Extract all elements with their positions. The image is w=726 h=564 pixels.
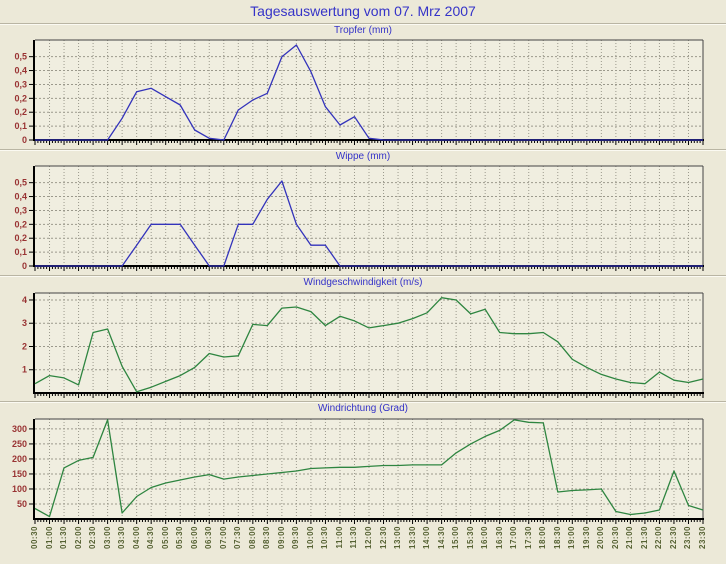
x-axis-label: 21:00 [625,526,635,549]
x-axis-label: 17:00 [509,526,519,549]
x-axis-label: 16:00 [480,526,490,549]
chart-title-windgeschwindigkeit: Windgeschwindigkeit (m/s) [303,277,423,288]
y-axis-tick-label: 0,4 [14,192,27,202]
y-axis-tick-label: 0,2 [14,107,27,117]
x-axis-label: 01:00 [44,526,54,549]
y-axis-tick-label: 100 [12,484,27,494]
x-axis-label: 03:00 [102,526,112,549]
y-axis-tick-label: 1 [22,365,27,375]
x-axis-label: 07:30 [233,526,243,549]
x-axis-label: 20:30 [610,526,620,549]
divider [0,275,726,277]
x-axis-label: 19:30 [581,526,591,549]
y-axis-tick-label: 0,3 [14,79,27,89]
x-axis-label: 11:30 [349,526,359,549]
x-axis-label: 04:30 [146,526,156,549]
x-axis-label: 04:00 [131,526,141,549]
y-axis-tick-label: 150 [12,469,27,479]
x-axis-label: 05:00 [160,526,170,549]
y-axis-tick-label: 0,3 [14,205,27,215]
tropfer-chart: 0 0,1 0,2 0,2 0,3 0,4 0,5 [14,39,704,145]
chart-title-windrichtung: Windrichtung (Grad) [317,403,409,414]
y-axis-tick-label: 0,2 [14,93,27,103]
y-axis-tick-label: 0,2 [14,219,27,229]
divider [0,401,726,403]
x-axis-label: 12:00 [364,526,373,549]
y-axis-tick-label: 250 [12,439,27,449]
y-axis-tick-label: 0,1 [14,121,27,131]
y-axis-tick-label: 50 [17,499,27,509]
series-line [34,297,704,393]
x-axis-label: 19:00 [567,526,577,549]
wippe-chart: 0 0,1 0,2 0,2 0,3 0,4 0,5 [14,165,704,271]
page-title: Tagesauswertung vom 07. Mrz 2007 [250,3,476,19]
x-axis-label: 22:00 [654,526,664,549]
x-axis-label: 10:30 [320,526,330,549]
chart-section-windgeschwindigkeit: Windgeschwindigkeit (m/s) 1 2 3 4 [0,277,726,401]
x-axis-label: 06:30 [204,526,214,549]
divider [0,149,726,151]
x-axis-label: 18:00 [538,526,548,549]
y-axis-tick-label: 0,4 [14,66,27,76]
windrichtung-chart: 50 100 150 200 250 300 [12,418,704,524]
x-axis-label: 09:30 [291,526,301,549]
x-axis-label: 22:30 [668,526,678,549]
x-axis-label: 14:00 [422,526,432,549]
x-axis-label: 20:00 [596,526,606,549]
series-line [34,419,704,518]
x-axis-label: 18:30 [552,526,562,549]
x-axis-label: 02:00 [73,526,83,549]
x-axis-label: 13:00 [393,526,403,549]
x-axis-label: 07:00 [218,526,228,549]
x-axis-label: 05:30 [175,526,185,549]
x-axis-label: 03:30 [117,526,127,549]
y-axis-tick-label: 300 [12,424,27,434]
x-axis-label: 23:00 [683,526,693,549]
x-axis-label: 15:00 [451,526,461,549]
x-axis-label: 16:30 [494,526,504,549]
x-axis-label: 15:30 [465,526,475,549]
y-axis-tick-label: 0,2 [14,233,27,243]
x-axis-label: 11:00 [334,526,344,549]
x-axis-label: 02:30 [88,526,98,549]
y-axis-tick-label: 2 [22,341,27,351]
divider [0,23,726,25]
y-axis-tick-label: 4 [22,295,27,305]
x-axis-label: 12:30 [378,526,388,549]
y-axis-tick-label: 0,5 [14,178,27,188]
windgeschwindigkeit-chart: 1 2 3 4 [22,292,704,398]
x-axis-label: 23:30 [698,526,707,549]
x-axis-label: 09:00 [276,526,286,549]
x-axis-label: 13:30 [407,526,417,549]
x-axis-label: 06:00 [189,526,199,549]
chart-section-tropfer: Tropfer (mm) 0 0,1 0,2 0,2 0,3 0,4 0,5 [0,25,726,149]
chart-section-wippe: Wippe (mm) 0 0,1 0,2 0,2 0,3 0,4 0,5 [0,151,726,275]
x-axis-label: 08:00 [247,526,257,549]
x-axis-label: 14:30 [436,526,446,549]
y-axis-tick-label: 0 [22,135,27,145]
chart-title-wippe: Wippe (mm) [335,151,391,162]
x-axis-label: 01:30 [59,526,69,549]
x-axis-label: 10:00 [305,526,315,549]
chart-title-tropfer: Tropfer (mm) [334,25,392,36]
x-axis-label: 00:30 [30,526,39,549]
y-axis-tick-label: 3 [22,318,27,328]
y-axis-tick-label: 0,1 [14,247,27,257]
y-axis-tick-label: 200 [12,454,27,464]
chart-section-windrichtung: Windrichtung (Grad) 50 100 150 200 250 300 00… [0,403,726,564]
x-axis-label: 17:30 [523,526,533,549]
series-line [35,44,703,141]
y-axis-tick-label: 0,5 [14,52,27,62]
y-axis-tick-label: 0 [22,261,27,271]
x-axis-label: 08:30 [262,526,272,549]
x-axis-label: 21:30 [639,526,649,549]
series-line [35,180,703,267]
